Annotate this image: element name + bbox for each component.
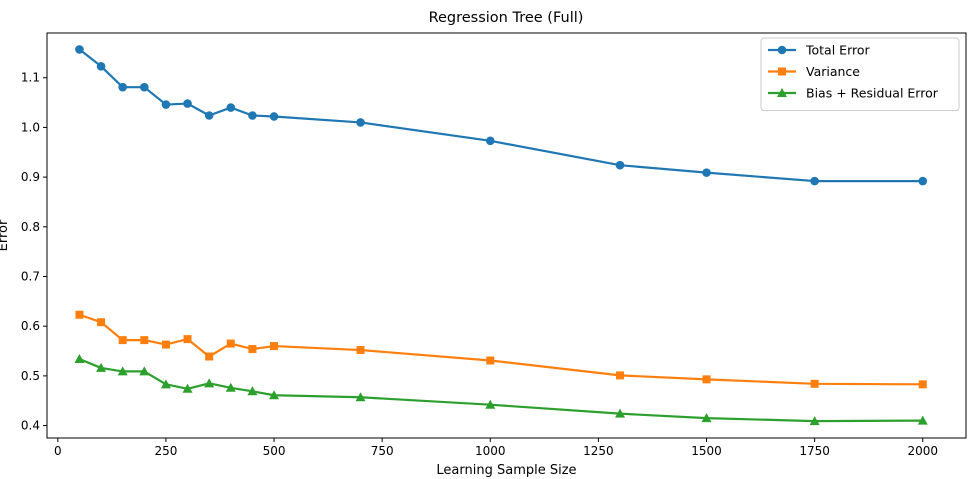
legend-marker (777, 45, 787, 55)
data-point (248, 111, 257, 120)
x-tick-label: 1500 (691, 444, 722, 458)
data-point (485, 136, 495, 146)
x-tick-label: 1250 (583, 444, 614, 458)
legend-label: Variance (806, 64, 860, 79)
data-point (269, 112, 279, 121)
y-tick-label: 1.0 (21, 120, 40, 134)
data-point (118, 336, 127, 345)
series-layer (74, 45, 928, 426)
data-point (918, 176, 928, 186)
x-axis-title: Learning Sample Size (436, 463, 576, 478)
data-point (182, 383, 193, 393)
data-point (701, 413, 712, 423)
y-tick-label: 0.7 (21, 269, 40, 283)
legend-marker (778, 67, 786, 76)
data-point (183, 335, 192, 344)
data-point (702, 168, 711, 177)
y-tick-label: 0.5 (21, 369, 40, 383)
data-point (140, 336, 149, 345)
data-point (356, 118, 365, 127)
series-line (78, 313, 924, 386)
y-tick-label: 0.8 (21, 220, 40, 234)
data-point (96, 362, 107, 372)
data-point (615, 160, 625, 170)
series-line (78, 357, 924, 423)
x-tick-label: 2000 (907, 444, 938, 458)
data-point (74, 353, 85, 363)
legend-item: Bias + Residual Error (768, 86, 939, 101)
legend: Total Error Variance Bias + Residual Error (760, 37, 960, 111)
series-total-error (75, 45, 928, 186)
data-point (96, 61, 106, 71)
data-point (809, 416, 820, 426)
data-point (160, 379, 171, 389)
data-point (356, 346, 365, 355)
series-bias-residual-error (74, 353, 928, 426)
data-point (355, 392, 366, 402)
y-tick-label: 0.4 (21, 419, 40, 433)
data-point (486, 356, 495, 365)
y-axis-title: Error (0, 219, 11, 251)
y-tick-label: 1.1 (21, 71, 40, 85)
data-point (702, 375, 711, 384)
y-axis: 0.4 0.5 0.6 0.7 0.8 0.9 1.0 1.1 (21, 71, 47, 433)
x-tick-label: 0 (54, 444, 62, 458)
data-point (247, 386, 258, 396)
data-point (140, 82, 149, 92)
data-point (248, 345, 257, 354)
y-tick-label: 0.6 (21, 319, 40, 333)
data-point (917, 415, 928, 425)
legend-box (760, 37, 960, 111)
data-point (204, 378, 215, 388)
data-point (117, 366, 128, 376)
data-point (918, 380, 927, 389)
legend-marker (777, 88, 787, 97)
data-point (205, 352, 214, 361)
data-point (75, 310, 84, 319)
data-point (139, 366, 150, 376)
legend-item: Total Error (768, 43, 870, 58)
data-point (616, 371, 625, 380)
data-point (226, 339, 235, 348)
data-point (97, 318, 106, 327)
plot-area-frame (46, 32, 967, 439)
data-point (225, 382, 236, 392)
y-tick-label: 0.9 (21, 170, 40, 184)
legend-label: Bias + Residual Error (806, 86, 939, 101)
data-point (810, 379, 819, 388)
series-line (78, 48, 924, 183)
x-tick-label: 750 (371, 444, 394, 458)
x-tick-label: 250 (154, 444, 177, 458)
data-point (485, 399, 496, 409)
data-point (183, 99, 192, 108)
data-point (161, 100, 171, 109)
data-point (226, 103, 236, 112)
data-point (615, 408, 626, 418)
chart-title: Regression Tree (Full) (429, 10, 584, 26)
x-tick-label: 1000 (475, 444, 506, 458)
data-point (810, 176, 819, 186)
legend-label: Total Error (805, 43, 870, 58)
legend-item: Variance (768, 64, 860, 79)
x-tick-label: 500 (263, 444, 286, 458)
data-point (161, 340, 170, 349)
x-tick-label: 1750 (799, 444, 830, 458)
data-point (118, 82, 127, 92)
data-point (270, 342, 279, 351)
series-variance (75, 310, 927, 389)
data-point (269, 390, 280, 400)
x-axis: 0 250 500 750 1000 1250 1500 1750 2000 (54, 438, 938, 458)
data-point (204, 111, 214, 120)
data-point (75, 45, 84, 54)
